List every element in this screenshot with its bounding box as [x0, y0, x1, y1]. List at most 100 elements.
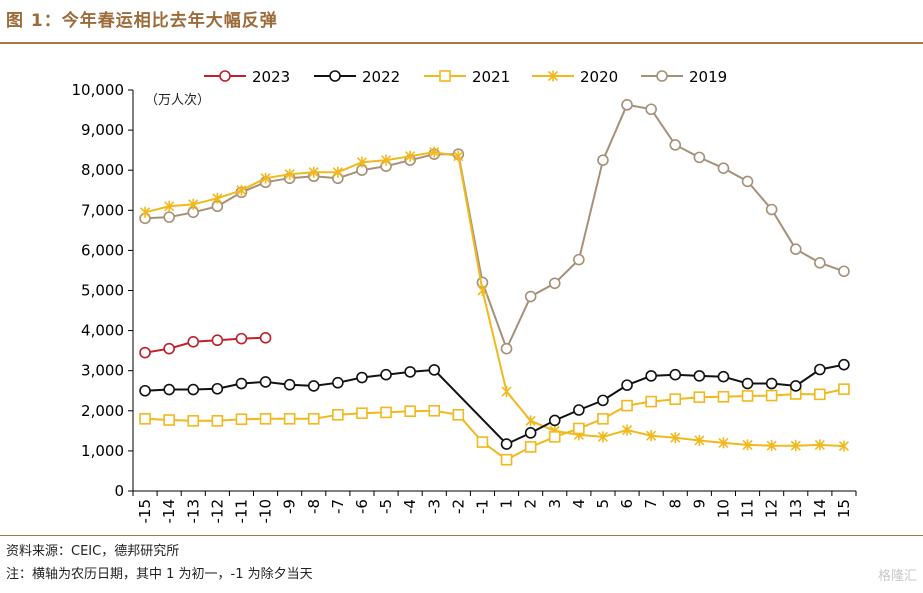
- data-point: [428, 404, 441, 417]
- data-point: [139, 413, 151, 425]
- x-tick-label: 3: [546, 499, 564, 509]
- x-tick-label: -8: [305, 499, 323, 514]
- data-point: [211, 334, 224, 347]
- data-point: [404, 366, 416, 378]
- series-line-2019: [145, 103, 845, 352]
- data-point: [621, 379, 633, 391]
- data-point: [669, 368, 682, 381]
- data-point: [163, 342, 175, 355]
- legend-label: 2023: [252, 68, 290, 86]
- x-axis: -15 -14 -13 -12 -11 -10 -9 -8 -7 -6 -5 -4 -3 -2 -1 1 2 3 4…: [132, 490, 857, 524]
- series-line-2022: [145, 363, 845, 446]
- data-point: [236, 184, 247, 196]
- data-point: [164, 200, 175, 212]
- legend-item-2022: 2022: [314, 68, 400, 86]
- data-point: [573, 422, 585, 435]
- data-point: [308, 166, 319, 178]
- series-line-2020: [144, 151, 845, 448]
- data-point: [429, 146, 440, 158]
- data-point: [139, 346, 151, 359]
- data-point: [597, 394, 609, 407]
- legend-label: 2020: [580, 68, 618, 86]
- x-tick-label: 11: [739, 499, 757, 518]
- data-point: [476, 436, 489, 448]
- data-point: [219, 70, 231, 82]
- data-point: [187, 336, 200, 348]
- data-point: [525, 415, 536, 427]
- data-point: [741, 390, 754, 402]
- legend-item-2021: 2021: [424, 68, 510, 86]
- data-point: [765, 203, 778, 216]
- data-point: [790, 440, 801, 452]
- x-tick-label: -5: [377, 499, 395, 514]
- data-point: [814, 257, 826, 269]
- data-point: [452, 409, 465, 421]
- data-point: [307, 380, 320, 392]
- legend: 2023 2022 2021 2020 2019: [204, 68, 727, 86]
- data-point: [477, 285, 488, 296]
- data-point: [656, 70, 668, 82]
- x-tick-label: 14: [811, 499, 829, 518]
- data-point: [838, 440, 850, 452]
- x-tick-label: -13: [184, 499, 202, 524]
- data-point: [332, 166, 343, 178]
- series-2021: [139, 383, 850, 466]
- data-point: [670, 432, 681, 444]
- legend-item-2019: 2019: [641, 68, 727, 86]
- data-point: [621, 424, 633, 436]
- y-tick-label: 5,000: [81, 282, 124, 300]
- data-point: [814, 388, 826, 401]
- data-point: [307, 413, 320, 425]
- data-point: [332, 376, 344, 389]
- data-point: [259, 376, 272, 388]
- series-line-2021: [145, 388, 845, 461]
- x-tick-label: -6: [353, 499, 371, 514]
- x-tick-label: 5: [594, 499, 612, 509]
- data-point: [573, 253, 585, 266]
- data-point: [188, 198, 199, 210]
- watermark: 格隆汇: [877, 569, 917, 584]
- data-point: [814, 439, 825, 451]
- y-axis: 0 1,000 2,000 3,000 4,000 5,000 6,000 7,000 8,00…: [72, 81, 134, 500]
- data-point: [524, 441, 537, 453]
- data-point: [235, 377, 248, 390]
- x-tick-label: -3: [425, 499, 443, 514]
- y-tick-label: 8,000: [81, 161, 124, 179]
- data-point: [645, 370, 657, 382]
- x-tick-label: -2: [449, 499, 467, 514]
- data-point: [742, 439, 753, 451]
- data-point: [187, 383, 200, 396]
- x-tick-label: -10: [257, 499, 275, 524]
- data-point: [524, 427, 537, 439]
- x-tick-label: 6: [618, 499, 636, 509]
- y-unit-label: （万人次）: [145, 92, 210, 108]
- data-point: [789, 380, 802, 392]
- title-divider: [0, 42, 923, 44]
- data-point: [693, 391, 706, 403]
- x-tick-label: 2: [522, 499, 540, 509]
- data-point: [717, 390, 730, 403]
- data-point: [838, 265, 850, 278]
- data-point: [211, 382, 224, 395]
- x-tick-label: 13: [787, 499, 805, 518]
- line-chart: 0 1,000 2,000 3,000 4,000 5,000 6,000 7,000 8,00…: [72, 68, 857, 524]
- legend-label: 2019: [689, 68, 727, 86]
- data-point: [621, 99, 633, 111]
- data-point: [453, 150, 464, 162]
- data-point: [259, 413, 272, 425]
- data-point: [838, 383, 850, 395]
- data-point: [235, 332, 248, 345]
- data-point: [380, 368, 392, 381]
- data-point: [405, 150, 416, 162]
- data-point: [284, 168, 295, 180]
- data-point: [597, 431, 609, 443]
- x-tick-label: 4: [570, 499, 588, 509]
- y-tick-label: 7,000: [81, 201, 124, 219]
- data-point: [838, 358, 850, 371]
- legend-item-2023: 2023: [204, 68, 290, 86]
- data-point: [500, 438, 513, 450]
- data-point: [163, 211, 175, 223]
- data-point: [766, 440, 777, 452]
- data-point: [329, 70, 341, 82]
- x-tick-label: 8: [666, 499, 684, 509]
